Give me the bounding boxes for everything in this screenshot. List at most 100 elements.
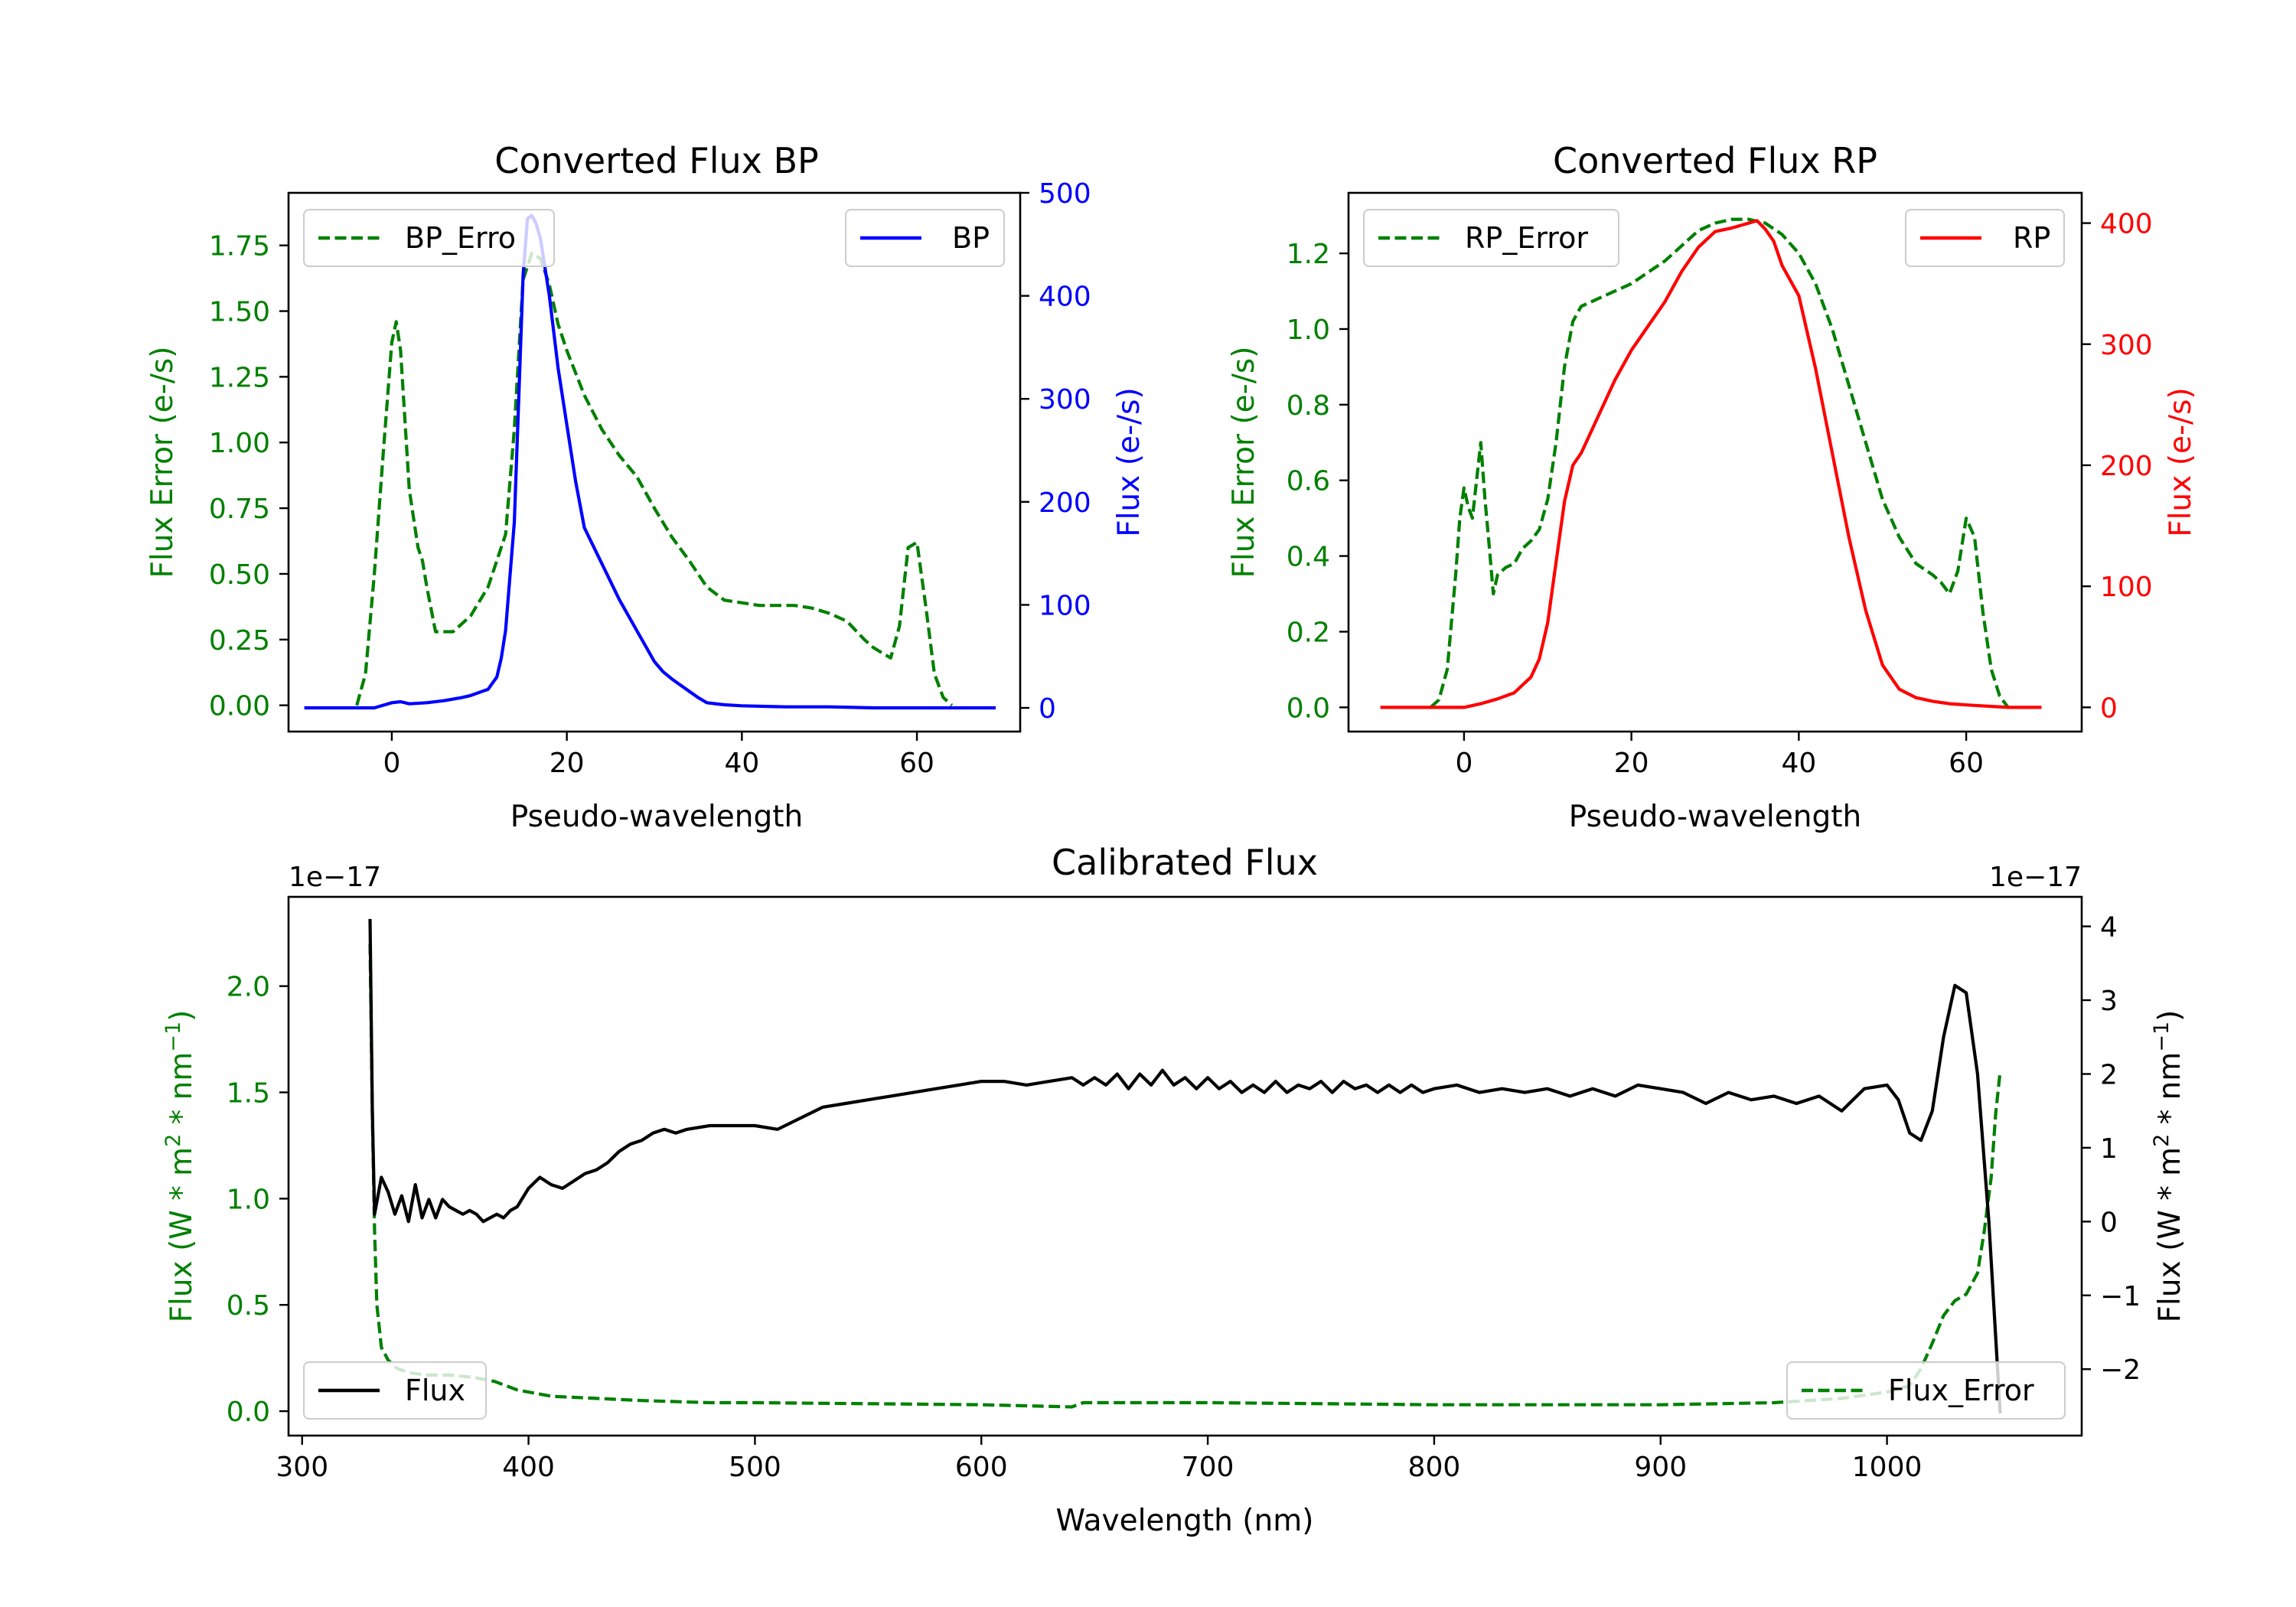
calibrated-y2-axis-label: Flux (W * m2 * nm−1)	[2150, 1010, 2188, 1323]
bp-y-tick-label: 0.00	[209, 691, 270, 722]
bp-y2-tick-label: 500	[1039, 178, 1091, 210]
calibrated-x-axis-label: Wavelength (nm)	[1056, 1504, 1314, 1538]
calibrated-y-ticks: 0.0 0.5 1.0 1.5 2.0	[227, 972, 289, 1428]
bp-x-tick-label: 0	[383, 748, 400, 779]
bp-y-tick-label: 1.00	[209, 428, 270, 459]
calibrated-y-tick-label: 0.0	[227, 1397, 270, 1428]
bp-legend-flux-label: BP	[952, 221, 990, 255]
calibrated-legend-error-box	[1786, 1361, 2066, 1420]
bp-panel: Converted Flux BP 0 20 40 60 0.000.250.500.…	[145, 140, 1146, 834]
calibrated-left-offset: 1e−17	[289, 862, 381, 893]
bp-x-ticks: 0 20 40 60	[383, 732, 934, 779]
rp-y-tick-label: 0.2	[1287, 617, 1330, 648]
rp-y-ticks: 0.0 0.2 0.4 0.6 0.8 1.0 1.2	[1287, 239, 1349, 724]
calibrated-x-tick-label: 500	[729, 1452, 781, 1483]
rp-legend-flux-box	[1905, 209, 2065, 267]
rp-legend-error-box	[1363, 209, 1619, 267]
calibrated-y2-label-mid: * nm	[2153, 1052, 2187, 1134]
bp-y2-axis-label: Flux (e-/s)	[1112, 387, 1146, 536]
calibrated-title: Calibrated Flux	[1052, 842, 1318, 883]
bp-y-ticks: 0.00 0.25 0.50 0.75 1.00 1.25 1.50 1.75	[209, 231, 289, 722]
bp-y2-tick-label: 200	[1039, 487, 1091, 519]
calibrated-legend-flux-label: Flux	[405, 1374, 465, 1407]
bp-y-tick-label: 1.50	[209, 297, 270, 328]
rp-y-tick-label: 0.4	[1287, 542, 1330, 573]
calibrated-y2-ticks: −2 −1 0 1 2 3 4	[2082, 912, 2141, 1386]
rp-y-tick-label: 0.8	[1287, 390, 1330, 422]
rp-legend-flux-label: RP	[2013, 221, 2050, 255]
rp-y-tick-label: 1.2	[1287, 239, 1330, 270]
bp-y-tick-label: 1.25	[209, 362, 270, 393]
calibrated-y2-label-sq: 2	[2150, 1134, 2174, 1147]
bp-y-tick-label: 0.75	[209, 494, 270, 525]
calibrated-y2-tick-label: 3	[2100, 986, 2118, 1017]
bp-y2-ticks: 0 100 200 300 400 500	[1020, 178, 1091, 725]
calibrated-series-flux	[368, 918, 2002, 1414]
rp-y-tick-label: 1.0	[1287, 315, 1330, 346]
bp-legend-flux: BP	[845, 209, 1005, 267]
rp-y2-tick-label: 400	[2100, 209, 2153, 240]
calibrated-y-axis-label: Flux (W * m2 * nm−1)	[161, 1010, 200, 1323]
calibrated-lines	[368, 918, 2002, 1414]
bp-y-tick-label: 1.75	[209, 231, 270, 262]
rp-y-axis-label: Flux Error (e-/s)	[1227, 347, 1261, 579]
bp-x-tick-label: 40	[724, 748, 759, 779]
bp-legend-flux-box	[845, 209, 1005, 267]
bp-x-tick-label: 60	[899, 748, 934, 779]
calibrated-x-tick-label: 800	[1408, 1452, 1461, 1483]
calibrated-legend-error-label: Flux_Error	[1888, 1374, 2034, 1407]
rp-legend-error-label: RP_Error	[1465, 221, 1588, 255]
calibrated-y2-label-exp: −1	[2150, 1022, 2174, 1052]
calibrated-x-tick-label: 400	[502, 1452, 555, 1483]
calibrated-y2-tick-label: 1	[2100, 1133, 2118, 1165]
calibrated-y-tick-label: 2.0	[227, 972, 270, 1003]
rp-panel: Converted Flux RP 0 20 40 60 0.00.20.40.60.…	[1227, 140, 2198, 834]
calibrated-y-label-close: )	[165, 1010, 199, 1022]
calibrated-panel: Calibrated Flux 1e−17 1e−17 300 400 500 600…	[161, 842, 2188, 1538]
bp-x-tick-label: 20	[550, 748, 585, 779]
bp-legend-error: BP_Erro	[303, 209, 555, 267]
calibrated-y2-tick-label: −1	[2100, 1281, 2141, 1312]
rp-y2-tick-label: 0	[2100, 693, 2118, 724]
calibrated-y-label-mid: * nm	[165, 1052, 199, 1134]
rp-y2-axis-label: Flux (e-/s)	[2164, 387, 2198, 536]
rp-x-tick-label: 0	[1455, 748, 1473, 779]
bp-y2-tick-label: 400	[1039, 282, 1091, 313]
calibrated-x-tick-label: 700	[1182, 1452, 1234, 1483]
calibrated-y-label-main: Flux (W * m	[165, 1147, 199, 1323]
bp-y-tick-label: 0.50	[209, 559, 270, 591]
calibrated-y2-tick-label: 0	[2100, 1207, 2118, 1238]
calibrated-legend-flux: Flux	[303, 1361, 487, 1420]
calibrated-y2-label-close: )	[2153, 1010, 2187, 1022]
calibrated-x-ticks: 300 400 500 600 700 800 900 1000	[276, 1436, 1922, 1483]
bp-axes-frame	[287, 191, 1022, 733]
calibrated-legend-error: Flux_Error	[1786, 1361, 2066, 1420]
bp-y-axis-label: Flux Error (e-/s)	[145, 347, 180, 579]
calibrated-y2-tick-label: 2	[2100, 1059, 2118, 1090]
calibrated-x-tick-label: 300	[276, 1452, 328, 1483]
rp-x-tick-label: 60	[1949, 748, 1984, 779]
rp-legend-error: RP_Error	[1363, 209, 1619, 267]
bp-y-tick-label: 0.25	[209, 625, 270, 657]
calibrated-x-tick-label: 600	[955, 1452, 1008, 1483]
bp-y2-tick-label: 0	[1039, 693, 1056, 725]
calibrated-x-tick-label: 1000	[1852, 1452, 1923, 1483]
rp-axes-frame	[1347, 191, 2083, 733]
bp-legend-error-box	[303, 209, 555, 267]
rp-x-tick-label: 40	[1781, 748, 1816, 779]
bp-series-bp-error	[355, 251, 954, 707]
rp-x-ticks: 0 20 40 60	[1455, 732, 1984, 779]
bp-x-axis-label: Pseudo-wavelength	[510, 800, 803, 834]
calibrated-right-offset: 1e−17	[1989, 862, 2082, 893]
calibrated-series-flux-error	[368, 944, 2002, 1409]
rp-lines	[1380, 217, 2042, 709]
rp-legend-flux: RP	[1905, 209, 2065, 267]
bp-y2-tick-label: 100	[1039, 590, 1091, 621]
rp-y2-tick-label: 100	[2100, 572, 2153, 603]
bp-title: Converted Flux BP	[494, 140, 819, 181]
calibrated-y2-label-main: Flux (W * m	[2153, 1147, 2187, 1323]
calibrated-y-tick-label: 1.5	[227, 1077, 270, 1109]
rp-y2-ticks: 0 100 200 300 400	[2082, 209, 2153, 724]
